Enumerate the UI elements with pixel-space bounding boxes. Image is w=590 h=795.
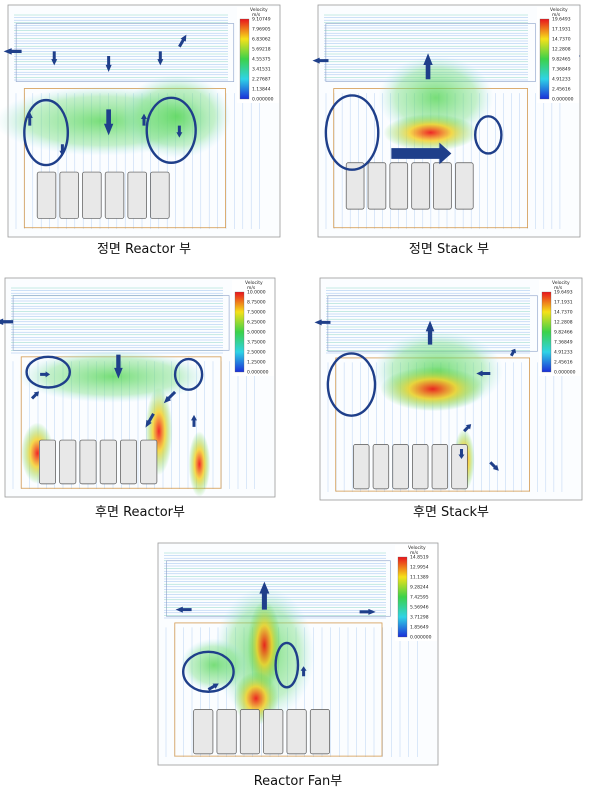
legend-tick-label: 12.2808 xyxy=(552,47,571,53)
simulation-panel: Velocitym/s10.00008.750007.500006.250005… xyxy=(0,278,275,497)
equipment xyxy=(432,445,448,489)
equipment xyxy=(83,172,102,218)
legend-tick-label: 14.7370 xyxy=(552,37,571,43)
legend-tick-label: 0.000000 xyxy=(247,370,269,376)
equipment xyxy=(217,710,236,754)
legend-tick-label: 3.41531 xyxy=(252,67,271,73)
equipment xyxy=(412,163,430,209)
legend-tick-label: 1.13844 xyxy=(252,87,271,93)
simulation-panel: Velocitym/s19.649317.193114.737012.28089… xyxy=(312,5,580,237)
equipment xyxy=(287,710,306,754)
equipment xyxy=(455,163,473,209)
legend-tick-label: 4.55375 xyxy=(252,57,271,63)
equipment xyxy=(452,445,468,489)
equipment xyxy=(194,710,213,754)
legend-tick-label: 7.36849 xyxy=(552,67,571,73)
legend-tick-label: 1.85649 xyxy=(410,625,429,631)
legend-tick-label: 9.82465 xyxy=(552,57,571,63)
legend-tick-label: 3.71298 xyxy=(410,615,429,621)
legend-tick-label: 0.000000 xyxy=(554,370,576,376)
legend-tick-label: 10.0000 xyxy=(247,290,266,296)
legend-tick-label: 2.27687 xyxy=(252,77,271,83)
panel-caption: 후면 Reactor부 xyxy=(95,505,185,520)
equipment xyxy=(37,172,56,218)
legend-tick-label: 4.91233 xyxy=(552,77,571,83)
figure: Velocitym/s9.107497.969056.830625.692184… xyxy=(0,0,590,795)
legend-tick-label: 8.75000 xyxy=(247,300,266,306)
equipment xyxy=(373,445,389,489)
equipment xyxy=(368,163,386,209)
color-bar xyxy=(540,19,549,99)
flow-region xyxy=(19,350,208,403)
legend-tick-label: 17.1931 xyxy=(552,27,571,33)
equipment xyxy=(434,163,452,209)
legend-tick-label: 14.7370 xyxy=(554,310,573,316)
legend-tick-label: 9.82466 xyxy=(554,330,573,336)
equipment xyxy=(120,440,136,484)
equipment xyxy=(39,440,55,484)
color-bar xyxy=(542,292,551,372)
legend-tick-label: 19.6493 xyxy=(554,290,573,296)
equipment xyxy=(128,172,147,218)
equipment xyxy=(80,440,96,484)
equipment xyxy=(393,445,409,489)
legend-tick-label: 3.75000 xyxy=(247,340,266,346)
simulation-panel: Velocitym/s9.107497.969056.830625.692184… xyxy=(0,5,280,237)
legend-tick-label: 0.000000 xyxy=(410,635,432,641)
equipment xyxy=(353,445,369,489)
panel-caption: Reactor Fan부 xyxy=(254,774,343,789)
high-velocity-region xyxy=(384,114,478,151)
color-bar xyxy=(398,557,407,637)
panel-caption: 정면 Reactor 부 xyxy=(97,242,191,257)
simulation-panel: Velocitym/s19.649317.193114.737012.28089… xyxy=(314,278,582,500)
equipment xyxy=(390,163,408,209)
equipment xyxy=(105,172,124,218)
legend-tick-label: 17.1931 xyxy=(554,300,573,306)
legend-tick-label: 2.45616 xyxy=(552,87,571,93)
legend-tick-label: 9.10749 xyxy=(252,17,271,23)
legend-tick-label: 11.1389 xyxy=(410,575,429,581)
simulation-panel: Velocitym/s14.851912.995411.13899.282447… xyxy=(158,543,438,765)
equipment xyxy=(141,440,157,484)
legend-tick-label: 2.50000 xyxy=(247,350,266,356)
legend-tick-label: 7.50000 xyxy=(247,310,266,316)
equipment xyxy=(151,172,170,218)
legend-tick-label: 6.25000 xyxy=(247,320,266,326)
legend-tick-label: 2.45616 xyxy=(554,360,573,366)
legend-tick-label: 14.8519 xyxy=(410,555,429,561)
high-velocity-region xyxy=(189,431,211,497)
legend-tick-label: 9.28244 xyxy=(410,585,429,591)
legend-tick-label: 12.2808 xyxy=(554,320,573,326)
color-bar xyxy=(235,292,244,372)
equipment xyxy=(60,440,76,484)
legend-tick-label: 0.000000 xyxy=(552,97,574,103)
legend-tick-label: 19.6493 xyxy=(552,17,571,23)
legend-tick-label: 7.36849 xyxy=(554,340,573,346)
equipment xyxy=(264,710,283,754)
color-bar xyxy=(240,19,249,99)
legend-tick-label: 7.42595 xyxy=(410,595,429,601)
equipment xyxy=(100,440,116,484)
equipment xyxy=(240,710,259,754)
legend-tick-label: 1.25000 xyxy=(247,360,266,366)
legend-tick-label: 5.69218 xyxy=(252,47,271,53)
panel-caption: 정면 Stack 부 xyxy=(409,242,489,257)
legend-tick-label: 6.83062 xyxy=(252,37,271,43)
equipment xyxy=(60,172,79,218)
legend-tick-label: 4.91233 xyxy=(554,350,573,356)
legend-tick-label: 5.56946 xyxy=(410,605,429,611)
legend-tick-label: 5.00000 xyxy=(247,330,266,336)
legend-tick-label: 0.000000 xyxy=(252,97,274,103)
legend-tick-label: 7.96905 xyxy=(252,27,271,33)
flow-region xyxy=(122,75,231,159)
legend-tick-label: 12.9954 xyxy=(410,565,429,571)
panel-caption: 후면 Stack부 xyxy=(413,505,489,520)
high-velocity-region xyxy=(380,367,485,411)
equipment xyxy=(310,710,329,754)
equipment xyxy=(412,445,428,489)
